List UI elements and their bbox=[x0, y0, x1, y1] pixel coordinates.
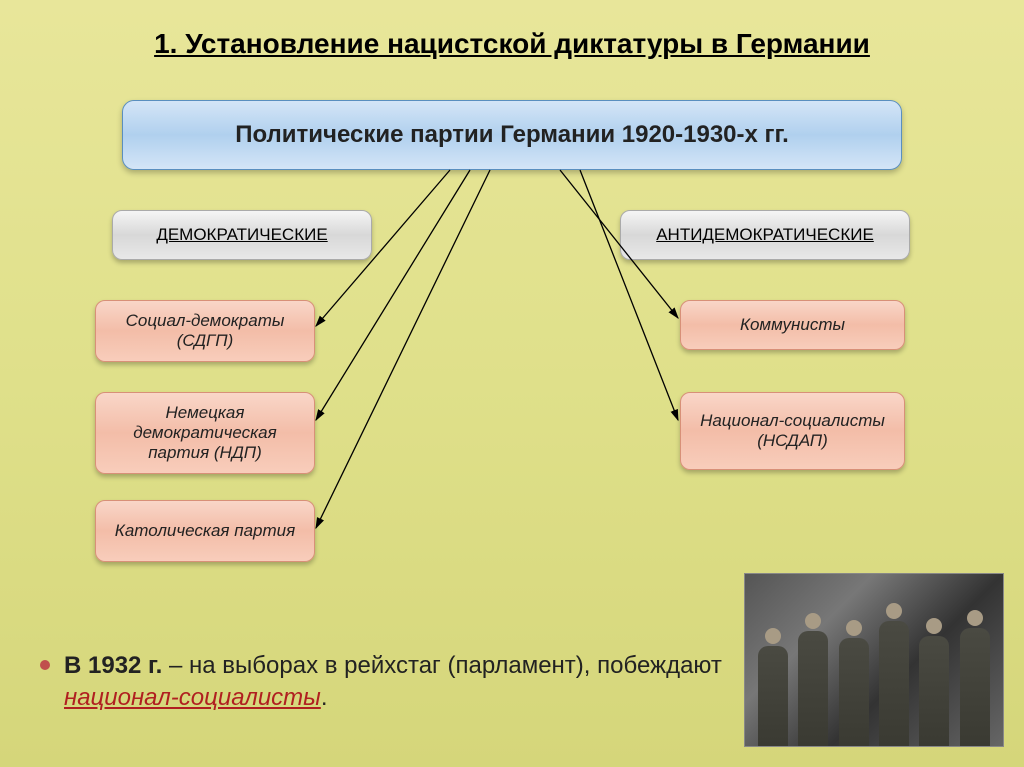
party-catholic: Католическая партия bbox=[95, 500, 315, 562]
bullet-end: . bbox=[321, 684, 328, 711]
party-communists: Коммунисты bbox=[680, 300, 905, 350]
party-sdgp: Социал-демократы (СДГП) bbox=[95, 300, 315, 362]
main-topic-box: Политические партии Германии 1920-1930-х… bbox=[122, 100, 902, 170]
bullet-middle: – на выборах в рейхстаг (парламент), поб… bbox=[162, 652, 722, 679]
bullet-year: В 1932 г. bbox=[64, 652, 162, 679]
category-antidemocratic: АНТИДЕМОКРАТИЧЕСКИЕ bbox=[620, 210, 910, 260]
bullet-text: В 1932 г. – на выборах в рейхстаг (парла… bbox=[40, 650, 724, 715]
bullet-dot-icon bbox=[40, 660, 50, 670]
historical-photo bbox=[744, 573, 1004, 747]
category-democratic: ДЕМОКРАТИЧЕСКИЕ bbox=[112, 210, 372, 260]
party-nsdap: Национал-социалисты (НСДАП) bbox=[680, 392, 905, 470]
slide-title: 1. Установление нацистской диктатуры в Г… bbox=[0, 0, 1024, 60]
party-ndp: Немецкая демократическая партия (НДП) bbox=[95, 392, 315, 474]
bullet-highlight: национал-социалисты bbox=[64, 684, 321, 711]
